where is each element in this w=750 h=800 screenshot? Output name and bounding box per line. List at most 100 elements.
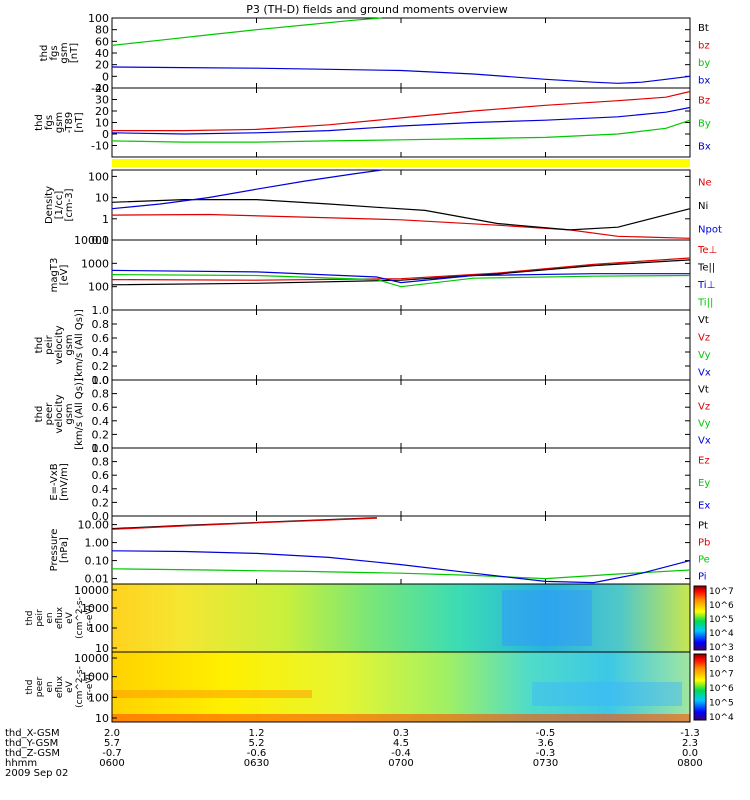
footer-value: 0800 xyxy=(677,758,702,769)
panel-temperature: 100 1000 10000 magT3 [eV] Te⊥ Te|| Ti⊥ Ti|| xyxy=(49,234,717,311)
panel-ylabel: peir xyxy=(44,334,55,354)
y-tick-label: 0.6 xyxy=(92,332,110,345)
footer-value: 0.3 xyxy=(393,728,409,739)
colorbar-label: 10^7 xyxy=(709,587,734,597)
panel-ylabel: sr-eV) xyxy=(85,605,95,631)
panel-ylabel: (cm^2-s- xyxy=(75,666,85,708)
panel-ylabel: thd xyxy=(34,406,45,423)
y-tick-label: -10 xyxy=(91,140,109,153)
footer-row-label: thd_X-GSM xyxy=(5,728,60,739)
series-line-Npot xyxy=(111,169,382,210)
legend-Te⊥: Te⊥ xyxy=(697,245,717,256)
y-tick-label: 0.6 xyxy=(92,469,110,482)
series-line-Ne xyxy=(111,213,691,239)
colorbar xyxy=(693,585,707,651)
legend-Ti⊥: Ti⊥ xyxy=(697,280,715,291)
footer-value: -0.6 xyxy=(247,748,267,759)
panel-ylabel: fgs xyxy=(44,115,55,130)
legend-Ni: Ni xyxy=(698,201,708,212)
panel-ylabel: [nT] xyxy=(74,112,85,132)
series-line-Pi xyxy=(111,550,691,584)
panel-ylabel: sr-eV) xyxy=(85,674,95,700)
y-tick-label: 10 xyxy=(95,642,109,655)
y-tick-label: 100 xyxy=(88,691,109,704)
y-tick-label: 1000 xyxy=(81,671,109,684)
y-tick-label: 10000 xyxy=(74,234,109,247)
y-tick-label: 1.0 xyxy=(92,442,110,455)
footer-value: 0630 xyxy=(244,758,269,769)
y-tick-label: 0.0 xyxy=(92,510,110,523)
series-line-By xyxy=(111,119,691,143)
series-line-Ti|| xyxy=(111,274,691,288)
panel-frame xyxy=(111,17,691,89)
panel-ylabel: [nPa] xyxy=(59,537,70,563)
y-tick-label: 40 xyxy=(95,82,109,95)
colorbar-label: 10^6 xyxy=(709,684,734,694)
footer-value: -0.7 xyxy=(102,748,122,759)
legend-Npot: Npot xyxy=(698,224,722,235)
y-tick-label: 10 xyxy=(95,117,109,130)
legend-Te||: Te|| xyxy=(697,262,715,273)
y-tick-label: 1.00 xyxy=(85,537,110,550)
footer-value: 1.2 xyxy=(249,728,265,739)
spectrogram-patch xyxy=(502,590,592,646)
y-tick-label: 10 xyxy=(95,192,109,205)
colorbar-label: 10^3 xyxy=(709,643,734,653)
y-tick-label: 0.8 xyxy=(92,318,110,331)
colorbar-label: 10^6 xyxy=(709,601,734,611)
spectrogram-image xyxy=(112,584,690,652)
footer-value: 0700 xyxy=(388,758,413,769)
panel-ylabel: thd xyxy=(25,611,35,626)
footer-layer: thd_X-GSM 2.0 1.2 0.3 -0.5 -1.3 thd_Y-GSM 5.7 5.… xyxy=(5,728,703,779)
y-tick-label: 1 xyxy=(102,213,109,226)
footer-row-label: thd_Z-GSM xyxy=(5,748,60,759)
legend-Pb: Pb xyxy=(698,538,710,549)
legend-Ti||: Ti|| xyxy=(697,297,713,308)
y-tick-label: 0.0 xyxy=(92,442,110,455)
y-tick-label: 0.8 xyxy=(92,456,110,469)
y-tick-label: 10000 xyxy=(74,584,109,597)
y-tick-label: 10000 xyxy=(74,652,109,665)
y-tick-label: 20 xyxy=(95,105,109,118)
legend-bx: bx xyxy=(698,75,710,86)
panel-ylabel: peir xyxy=(35,609,45,627)
footer-value: -0.5 xyxy=(536,728,556,739)
panel-ylabel: eflux xyxy=(55,606,65,629)
panel-frame xyxy=(111,87,691,158)
legend-Bz: Bz xyxy=(698,96,710,107)
panel-ylabel: [km/s (All Qs)] xyxy=(74,309,85,381)
footer-value: 3.6 xyxy=(538,738,554,749)
series-line-Ni xyxy=(111,199,691,231)
panel-ylabel: en xyxy=(45,612,55,623)
spectrogram-patch xyxy=(112,714,690,722)
colorbar-label: 10^4 xyxy=(709,713,734,723)
y-tick-label: 10 xyxy=(95,712,109,725)
series-line-Ti⊥ xyxy=(111,269,690,284)
y-tick-label: 0.2 xyxy=(92,360,110,373)
panel-frame xyxy=(111,169,691,241)
series-line-Te|| xyxy=(111,259,691,286)
panel-ylabel: E=-VxB xyxy=(49,463,60,500)
colorbar-label: 10^5 xyxy=(709,699,734,709)
footer-value: 2.0 xyxy=(104,728,120,739)
footer-value: -1.3 xyxy=(680,728,700,739)
panel-density: 0.1 1 10 100 Density [1/cc] [cm-3] Ne Ni Npot xyxy=(44,169,722,247)
panel-ylabel: thd xyxy=(34,114,45,131)
panel-ylabel: fgs xyxy=(49,45,60,60)
series-line-Bz xyxy=(112,90,691,132)
y-tick-label: 0.2 xyxy=(92,428,110,441)
spectrogram-patch xyxy=(112,690,312,698)
y-tick-label: 40 xyxy=(95,47,109,60)
panel-frame xyxy=(111,379,691,449)
panel-ylabel: velocity xyxy=(54,394,65,433)
legend-by: by xyxy=(698,58,710,69)
y-tick-label: 1000 xyxy=(81,602,109,615)
panel-ylabel: magT3 xyxy=(49,258,60,293)
series-line-Bx xyxy=(111,106,691,135)
panel-ylabel: [cm-3] xyxy=(64,188,75,221)
panel-ylabel: thd xyxy=(25,680,35,695)
panel-frame xyxy=(111,309,691,381)
